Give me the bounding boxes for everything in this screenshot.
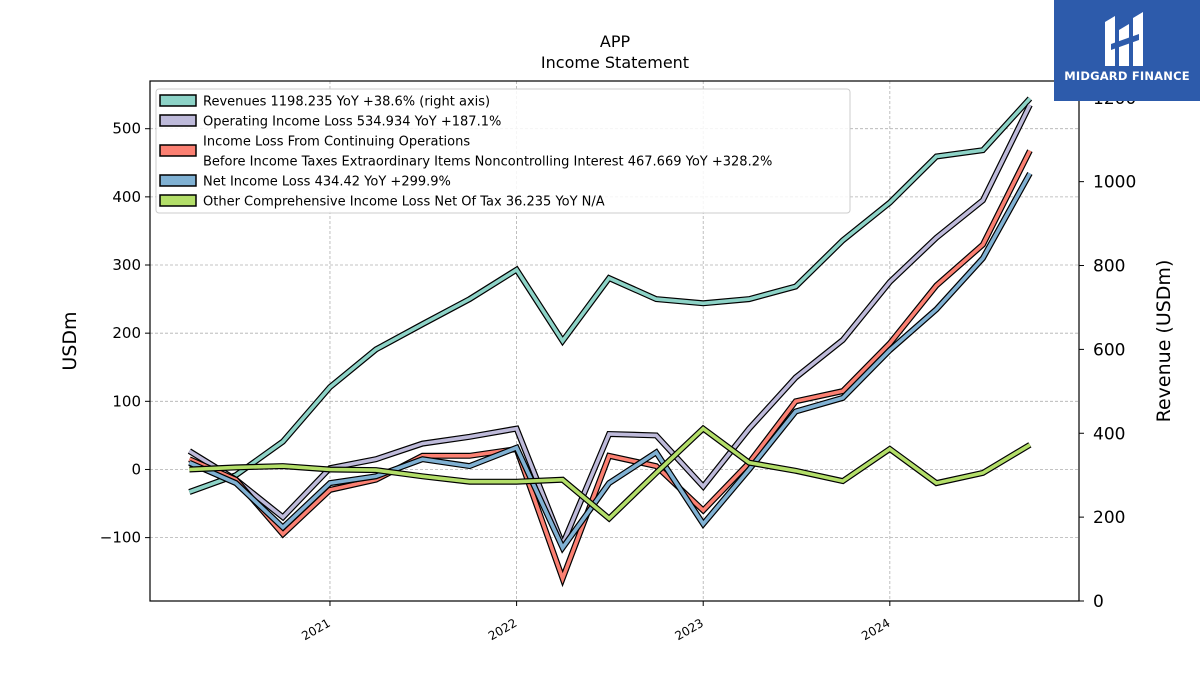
series-line: [188, 149, 1032, 584]
y-left-tick-label: 200: [112, 324, 141, 342]
legend-swatch: [159, 94, 197, 107]
y-right-tick-label: 600: [1093, 340, 1125, 360]
legend-swatch: [159, 194, 197, 207]
legend-swatch: [159, 144, 197, 157]
y-left-tick-label: 500: [112, 120, 141, 138]
series-line: [188, 172, 1032, 552]
chart-subtitle: Income Statement: [541, 53, 689, 72]
chart-title: APP: [600, 32, 631, 51]
legend-swatch: [159, 174, 197, 187]
logo-text: MIDGARD FINANCE: [1064, 69, 1190, 83]
y-right-tick-label: 1000: [1093, 173, 1136, 193]
plot-frame: [149, 80, 1080, 602]
y-right-tick-label: 0: [1093, 592, 1104, 612]
series-3: [188, 171, 1033, 554]
y-left-tick-label: 300: [112, 256, 141, 274]
legend-label: Revenues 1198.235 YoY +38.6% (right axis…: [203, 95, 490, 110]
y-right-tick-label: 200: [1093, 508, 1125, 528]
x-tick-label: 2024: [859, 616, 892, 643]
series-line: [188, 97, 1032, 494]
y-left-tick-label: 400: [112, 188, 141, 206]
x-tick-label: 2022: [486, 616, 519, 643]
midgard-finance-logo: MIDGARD FINANCE: [1054, 0, 1200, 101]
legend-label: Operating Income Loss 534.934 YoY +187.1…: [203, 115, 501, 130]
series-line-outline: [188, 171, 1033, 554]
y-left-tick-label: 0: [131, 460, 141, 478]
logo-mark-icon: [1105, 12, 1143, 66]
series-line: [189, 426, 1031, 521]
series-0: [188, 96, 1033, 495]
series-lines: [187, 96, 1033, 588]
legend-label: Before Income Taxes Extraordinary Items …: [203, 155, 772, 170]
x-tick-label: 2023: [672, 616, 705, 643]
series-4: [189, 424, 1032, 523]
legend-label: Other Comprehensive Income Loss Net Of T…: [203, 195, 605, 210]
y-right-axis-label: Revenue (USDm): [1153, 260, 1175, 423]
x-tick-label: 2021: [299, 616, 332, 643]
y-left-tick-label: 100: [112, 392, 141, 410]
series-2: [188, 149, 1033, 588]
legend-label: Net Income Loss 434.42 YoY +299.9%: [203, 175, 451, 190]
axes: −100010020030040050002004006008001000120…: [59, 80, 1175, 643]
legend-swatch: [159, 114, 197, 127]
legend-label: Income Loss From Continuing Operations: [203, 135, 470, 150]
legend-box: [155, 88, 851, 214]
y-right-tick-label: 800: [1093, 257, 1125, 277]
legend: Revenues 1198.235 YoY +38.6% (right axis…: [155, 88, 851, 214]
y-right-tick-label: 400: [1093, 424, 1125, 444]
y-left-axis-label: USDm: [59, 311, 81, 370]
y-left-tick-label: −100: [100, 529, 141, 547]
